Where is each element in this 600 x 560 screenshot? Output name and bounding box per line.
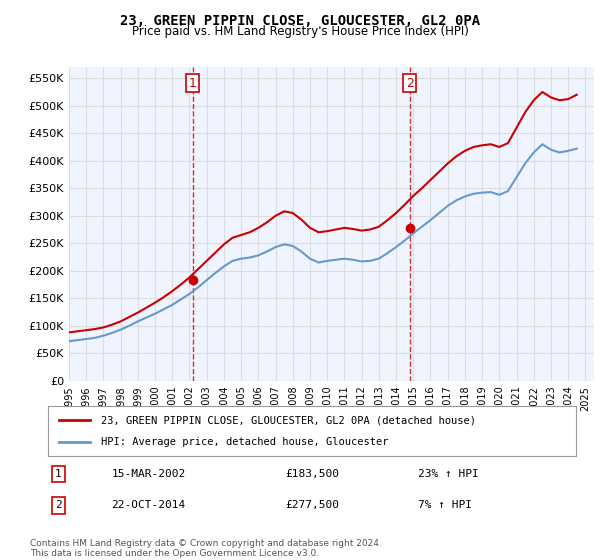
Text: £183,500: £183,500 [286,469,340,479]
Text: This data is licensed under the Open Government Licence v3.0.: This data is licensed under the Open Gov… [30,549,319,558]
Text: 1: 1 [189,77,197,90]
Text: Price paid vs. HM Land Registry's House Price Index (HPI): Price paid vs. HM Land Registry's House … [131,25,469,38]
Text: 23, GREEN PIPPIN CLOSE, GLOUCESTER, GL2 0PA (detached house): 23, GREEN PIPPIN CLOSE, GLOUCESTER, GL2 … [101,415,476,425]
Text: 2: 2 [55,501,62,510]
Text: 2: 2 [406,77,414,90]
Text: 23% ↑ HPI: 23% ↑ HPI [418,469,478,479]
Text: 1: 1 [55,469,62,479]
Text: 22-OCT-2014: 22-OCT-2014 [112,501,185,510]
Text: £277,500: £277,500 [286,501,340,510]
Text: HPI: Average price, detached house, Gloucester: HPI: Average price, detached house, Glou… [101,437,388,447]
Text: 23, GREEN PIPPIN CLOSE, GLOUCESTER, GL2 0PA: 23, GREEN PIPPIN CLOSE, GLOUCESTER, GL2 … [120,14,480,28]
Text: 7% ↑ HPI: 7% ↑ HPI [418,501,472,510]
Text: 15-MAR-2002: 15-MAR-2002 [112,469,185,479]
Text: Contains HM Land Registry data © Crown copyright and database right 2024.: Contains HM Land Registry data © Crown c… [30,539,382,548]
